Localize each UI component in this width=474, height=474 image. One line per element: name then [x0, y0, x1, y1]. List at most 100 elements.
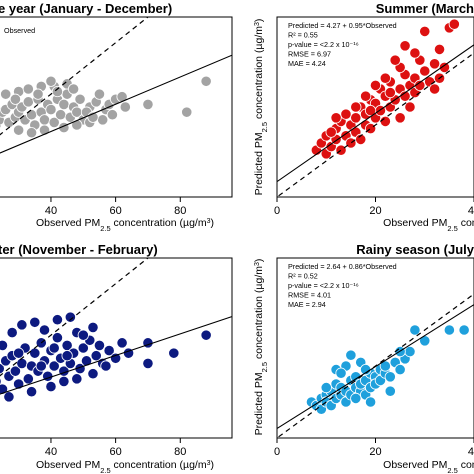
data-point	[119, 101, 131, 113]
data-point	[48, 116, 60, 129]
stat-line: R² = 0.52	[288, 272, 318, 281]
data-point	[93, 88, 106, 100]
data-point	[87, 321, 99, 334]
stat-line: RMSE = 6.97	[288, 50, 331, 59]
data-point	[350, 101, 362, 113]
data-point	[90, 350, 102, 362]
x-axis-label: Observed PM2.5 concentration (µg/m3)	[36, 459, 214, 474]
data-point	[71, 119, 83, 131]
data-point	[394, 363, 406, 376]
data-point	[428, 58, 441, 70]
data-point	[335, 367, 347, 379]
data-point	[384, 371, 396, 383]
x-tick-label: 40	[45, 446, 57, 458]
data-point	[51, 85, 64, 98]
data-point	[340, 108, 352, 120]
data-point	[360, 90, 372, 102]
data-point	[142, 357, 154, 370]
data-point	[77, 329, 89, 341]
x-tick-label: 80	[174, 205, 186, 217]
data-point	[399, 40, 411, 52]
x-tick-label: 40	[468, 205, 474, 217]
data-point	[325, 126, 337, 138]
x-tick-label: 80	[174, 446, 186, 458]
data-point	[142, 98, 154, 111]
data-point	[71, 373, 83, 385]
x-tick-label: 40	[45, 205, 57, 217]
data-point	[13, 124, 25, 136]
data-point	[67, 83, 80, 95]
data-point	[0, 363, 5, 375]
data-point	[93, 339, 106, 352]
data-point	[384, 385, 396, 397]
data-point	[110, 352, 122, 364]
plot-frame	[0, 16, 233, 198]
data-point	[355, 133, 367, 145]
data-point	[13, 347, 25, 359]
panel-title: e year (January - December)	[0, 1, 172, 16]
regression-line	[0, 54, 232, 154]
data-point	[51, 332, 64, 344]
data-point	[433, 43, 446, 56]
x-tick-label: 0	[274, 205, 280, 217]
regression-line	[0, 315, 232, 395]
x-axis-label: Observed PM2.5 concentration (µg/m3)	[36, 217, 214, 233]
panel-3: 40 60 80 ter (November - February) Observed …	[0, 242, 233, 474]
data-point	[16, 319, 28, 331]
data-point	[335, 144, 347, 156]
data-point	[116, 337, 128, 349]
data-point	[458, 324, 470, 336]
data-point	[58, 98, 70, 111]
x-tick-label: 20	[369, 205, 381, 217]
data-point	[9, 93, 21, 105]
data-point	[394, 112, 406, 124]
data-point	[25, 109, 38, 121]
data-point	[345, 349, 357, 361]
data-point	[389, 54, 401, 66]
stat-line: p-value = <2.2 x 10⁻¹⁶	[288, 40, 359, 49]
data-point	[58, 375, 70, 388]
data-point	[61, 350, 73, 362]
data-point	[181, 106, 193, 118]
data-point	[45, 75, 57, 87]
data-point	[80, 355, 93, 367]
data-point	[16, 357, 28, 370]
x-tick-label: 40	[468, 446, 474, 458]
data-point	[438, 61, 451, 74]
data-point	[38, 324, 51, 336]
data-point	[364, 123, 377, 135]
stat-line: MAE = 4.24	[288, 59, 326, 68]
data-point	[87, 368, 99, 380]
y-axis-label: Predicted PM2.5 concentration (µg/m3)	[253, 259, 269, 436]
stat-line: R² = 0.55	[288, 31, 318, 40]
data-point	[330, 112, 342, 124]
panel-title: ter (November - February)	[0, 242, 158, 257]
data-point	[45, 103, 57, 116]
data-point	[22, 96, 34, 108]
data-point	[364, 105, 377, 117]
data-point	[77, 342, 89, 354]
stat-line: MAE = 2.94	[288, 300, 326, 309]
data-point	[200, 75, 212, 87]
data-point	[64, 311, 76, 323]
one-to-one-line	[0, 258, 149, 377]
stat-line: p-value = <2.2 x 10⁻¹⁶	[288, 281, 359, 290]
data-point	[0, 88, 12, 100]
data-point	[97, 114, 109, 126]
data-point	[369, 79, 382, 92]
y-axis-label: Predicted PM2.5 concentration (µg/m3)	[253, 19, 269, 196]
data-point	[0, 339, 9, 352]
data-point	[345, 137, 357, 149]
data-point	[320, 381, 332, 394]
data-point	[419, 25, 431, 38]
x-tick-label: 60	[109, 205, 121, 217]
stat-line: Predicted = 2.64 + 0.86*Observed	[288, 262, 397, 271]
data-point	[38, 114, 51, 126]
data-point	[409, 324, 421, 336]
data-point	[25, 386, 38, 398]
data-point	[32, 88, 44, 100]
plot-frame	[0, 257, 233, 439]
data-point	[379, 72, 391, 84]
stat-line: RMSE = 4.01	[288, 291, 331, 300]
